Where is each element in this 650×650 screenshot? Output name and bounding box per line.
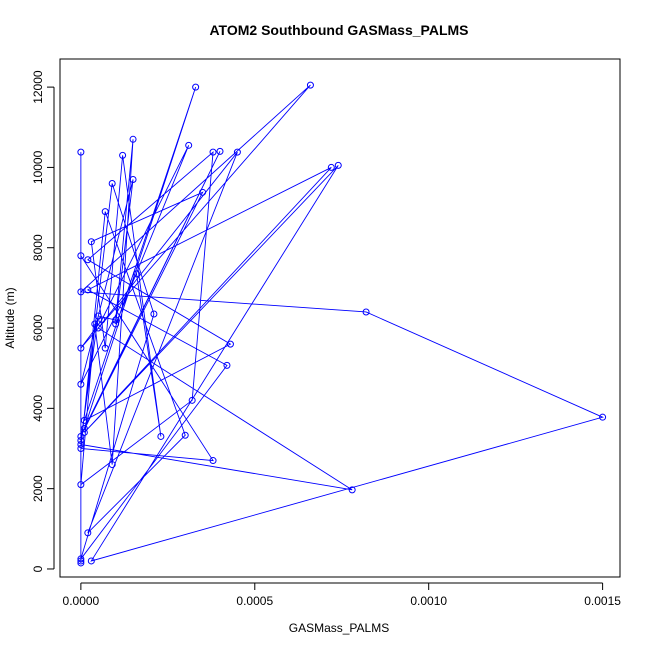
data-point: [108, 179, 116, 187]
data-point: [77, 432, 85, 440]
data-point: [77, 344, 85, 352]
data-point: [129, 175, 137, 183]
x-tick-label: 0.0000: [63, 594, 100, 608]
data-point: [77, 436, 85, 444]
y-tick-label: 12000: [31, 70, 45, 104]
data-point: [77, 481, 85, 489]
data-point: [209, 148, 217, 156]
data-point: [119, 151, 127, 159]
y-tick-label: 8000: [31, 234, 45, 261]
data-point: [101, 344, 109, 352]
data-point: [112, 316, 120, 324]
x-tick-label: 0.0010: [410, 594, 447, 608]
y-axis-label: Altitude (m): [3, 287, 17, 348]
data-point: [233, 148, 241, 156]
data-point: [185, 141, 193, 149]
data-point: [188, 396, 196, 404]
data-point: [87, 238, 95, 246]
data-point: [226, 340, 234, 348]
data-point: [84, 286, 92, 294]
y-axis: 0 2000 4000 6000 8000 10000 12000: [31, 70, 55, 572]
chart-title: ATOM2 Southbound GASMass_PALMS: [209, 22, 468, 38]
data-point: [77, 440, 85, 448]
data-point: [80, 424, 88, 432]
data-point: [77, 148, 85, 156]
x-tick-label: 0.0005: [236, 594, 273, 608]
data-point: [209, 457, 217, 465]
data-point: [77, 252, 85, 260]
data-point: [157, 432, 165, 440]
data-point: [362, 308, 370, 316]
data-point: [80, 428, 88, 436]
data-point: [91, 320, 99, 328]
data-point: [77, 288, 85, 296]
data-point: [192, 83, 200, 91]
data-point: [94, 312, 102, 320]
series-layer: [77, 81, 607, 567]
y-tick-label: 10000: [31, 150, 45, 184]
data-point: [181, 431, 189, 439]
data-point: [77, 555, 85, 563]
data-point: [87, 557, 95, 565]
data-point: [306, 81, 314, 89]
data-point: [84, 256, 92, 264]
data-point: [77, 380, 85, 388]
data-point: [80, 416, 88, 424]
x-axis-label: GASMass_PALMS: [289, 621, 389, 635]
data-point: [101, 208, 109, 216]
series-line: [79, 84, 604, 563]
y-tick-label: 6000: [31, 314, 45, 341]
data-point: [599, 413, 607, 421]
data-point: [112, 320, 120, 328]
data-point: [77, 445, 85, 453]
data-point: [334, 161, 342, 169]
y-tick-label: 4000: [31, 395, 45, 422]
data-point: [223, 361, 231, 369]
data-point: [108, 461, 116, 469]
data-point: [133, 270, 141, 278]
plot-frame: [59, 58, 621, 578]
data-point: [216, 147, 224, 155]
x-tick-label: 0.0015: [584, 594, 621, 608]
data-point: [150, 310, 158, 318]
data-point: [98, 316, 106, 324]
y-tick-label: 0: [31, 565, 45, 572]
data-point: [199, 188, 207, 196]
data-point: [94, 324, 102, 332]
data-point: [327, 163, 335, 171]
x-axis: 0.0000 0.0005 0.0010 0.0015: [63, 582, 621, 608]
data-point: [77, 557, 85, 565]
data-point: [77, 559, 85, 567]
data-point: [84, 529, 92, 537]
data-point: [129, 135, 137, 143]
y-tick-label: 2000: [31, 475, 45, 502]
data-point: [348, 486, 356, 494]
